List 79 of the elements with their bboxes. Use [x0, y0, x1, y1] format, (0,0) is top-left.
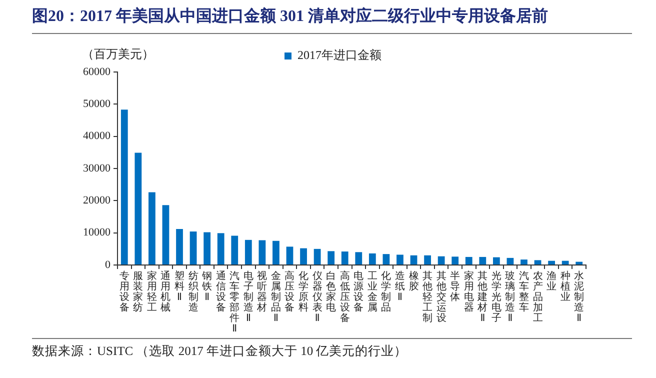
x-tick-label: 视听器材	[256, 270, 268, 314]
bar	[368, 253, 376, 264]
x-tick-label: 专用设备	[119, 270, 130, 314]
bar	[506, 258, 514, 264]
bar	[231, 236, 238, 264]
y-tick-label: 10000	[83, 226, 111, 239]
x-tick-label: 其他交运设	[436, 270, 446, 324]
y-tick-label: 40000	[83, 130, 111, 142]
bar	[314, 248, 321, 264]
bar	[410, 255, 418, 264]
x-tick-label: 通信设备	[216, 270, 226, 314]
x-tick-label: 电源设备	[354, 270, 364, 314]
x-tick-label: 家用轻工	[146, 270, 157, 314]
bar	[120, 110, 128, 264]
bar	[562, 260, 569, 264]
x-tick-label: 水泥制造Ⅱ	[574, 270, 584, 324]
y-tick-label: 50000	[83, 98, 111, 110]
bar	[217, 233, 224, 264]
bar	[300, 248, 307, 264]
x-tick-label: 造纸Ⅱ	[394, 270, 405, 303]
bar	[355, 252, 362, 264]
bar	[382, 254, 390, 264]
x-tick-label: 高压设备	[284, 270, 295, 314]
bar	[286, 246, 294, 264]
x-tick-label: 金属制品Ⅱ	[270, 270, 281, 324]
bar	[479, 256, 486, 264]
source-note: 数据来源：USITC （选取 2017 年进口金额大于 10 亿美元的行业）	[32, 338, 632, 360]
x-tick-label: 汽车整车	[518, 270, 529, 314]
bar	[328, 251, 335, 264]
x-tick-label: 化学制品	[381, 270, 392, 314]
y-axis-title: （百万美元）	[82, 46, 154, 63]
bar	[492, 257, 500, 264]
x-tick-label: 汽车零部件Ⅱ	[230, 270, 240, 334]
x-tick-label: 白色家电	[326, 270, 336, 314]
x-tick-label: 仪器仪表Ⅱ	[312, 270, 322, 324]
bar	[548, 260, 555, 264]
bar	[244, 240, 252, 264]
bar	[204, 232, 211, 264]
x-tick-label: 橡胶	[408, 270, 419, 292]
x-tick-label: 通用机械	[160, 270, 171, 314]
legend-label: 2017年进口金额	[298, 48, 382, 62]
bar	[452, 256, 459, 264]
y-tick-label: 20000	[83, 194, 111, 207]
x-tick-label: 服装家纺	[133, 270, 144, 314]
x-tick-label: 光学光电子	[491, 270, 502, 324]
chart-title: 图20：2017 年美国从中国进口金额 301 清单对应二级行业中专用设备居前	[32, 6, 632, 34]
bar	[424, 255, 431, 264]
x-tick-label: 半导体	[450, 270, 460, 303]
x-tick-label: 渔业	[546, 270, 557, 292]
bar	[190, 232, 197, 264]
x-tick-label: 电子制造Ⅱ	[243, 270, 254, 324]
x-tick-label: 高低压设备	[340, 270, 350, 324]
x-tick-label: 其他轻工制	[422, 270, 433, 324]
bar	[438, 256, 445, 264]
x-tick-label: 种植业	[560, 270, 570, 303]
bar	[258, 240, 266, 264]
x-tick-label: 纺织制造	[188, 270, 198, 314]
x-tick-label: 塑料Ⅱ	[174, 270, 185, 303]
bar	[341, 251, 348, 264]
y-tick-label: 0	[105, 258, 111, 271]
x-tick-label: 化学原料	[298, 270, 309, 314]
x-tick-label: 家用电器	[464, 270, 474, 314]
x-tick-label: 玻璃制造Ⅱ	[505, 270, 516, 324]
bar	[465, 256, 472, 264]
bar	[148, 192, 156, 264]
x-tick-label: 农产品加工	[532, 270, 543, 324]
bar	[272, 240, 280, 264]
bar	[176, 228, 183, 264]
bar	[134, 152, 142, 264]
y-tick-label: 30000	[83, 162, 111, 174]
x-tick-label: 钢铁Ⅱ	[201, 270, 212, 303]
y-tick-label: 60000	[83, 66, 111, 78]
x-tick-label: 工业金属	[367, 270, 378, 314]
bar	[576, 262, 583, 264]
bar	[162, 205, 170, 264]
bar	[534, 260, 542, 264]
x-tick-label: 其他建材Ⅱ	[476, 270, 488, 324]
bar	[520, 260, 528, 264]
bar	[396, 254, 404, 264]
